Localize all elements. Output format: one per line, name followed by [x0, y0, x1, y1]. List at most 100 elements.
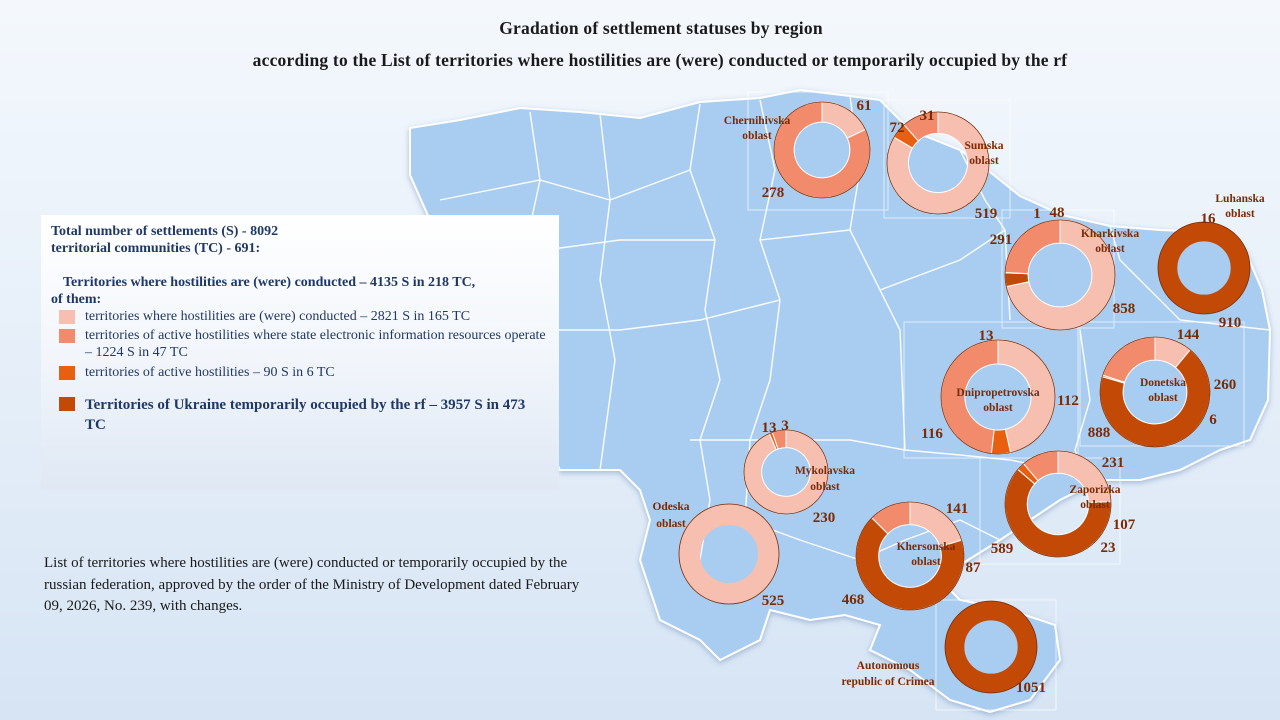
legend-item-active-label: territories of active hostilities – 90 S… — [85, 365, 335, 380]
donetska-oblast-value-label-0: 144 — [1177, 327, 1200, 343]
chernihivska-oblast-label-1: oblast — [742, 130, 772, 142]
region-donut-charts: Chernihivskaoblast61278Sumskaoblast31725… — [652, 98, 1264, 696]
luhanska-oblast-value-label-1: 910 — [1219, 315, 1242, 331]
zaporizka-oblast-value-label-3: 589 — [991, 541, 1014, 557]
kharkivska-oblast-label-1: oblast — [1095, 243, 1125, 255]
zaporizka-oblast-value-label-0: 231 — [1102, 455, 1125, 471]
zaporizka-oblast-outline — [1004, 450, 1112, 558]
luhanska-oblast-label-0: Luhanska — [1215, 193, 1264, 205]
khersonska-oblast-value-label-1: 87 — [966, 560, 982, 576]
kharkivska-oblast-outline — [1004, 219, 1116, 331]
chart-title-line-1: Gradation of settlement statuses by regi… — [499, 18, 823, 38]
kharkivska-oblast-value-label-1: 1 — [1033, 206, 1041, 222]
sumska-oblast-value-label-2: 519 — [975, 206, 998, 222]
luhanska-oblast-donut — [1157, 221, 1251, 315]
odeska-oblast-value-label-0: 525 — [762, 593, 785, 609]
kharkivska-oblast-donut — [1004, 219, 1116, 331]
zaporizka-oblast-donut — [1004, 450, 1112, 558]
donetska-oblast-outline — [1099, 336, 1211, 448]
dnipropetrovska-oblast-value-label-0: 13 — [979, 328, 994, 344]
sumska-oblast-outline — [886, 111, 990, 215]
sumska-oblast-value-label-1: 72 — [890, 120, 905, 136]
legend-item-conducted: territories where hostilities are (were)… — [51, 308, 549, 325]
sumska-oblast-donut — [886, 111, 990, 215]
mykolavska-oblast-donut — [743, 429, 829, 515]
dnipropetrovska-oblast-label-1: oblast — [983, 402, 1013, 414]
zaporizka-oblast-label-1: oblast — [1080, 499, 1110, 511]
donetska-oblast-value-label-1: 260 — [1214, 377, 1237, 393]
khersonska-oblast-outline — [855, 501, 965, 611]
khersonska-oblast-donut — [855, 501, 965, 611]
autonomous-republic-of-crimea-label-0: Autonomous — [857, 660, 920, 672]
kharkivska-oblast-value-label-0: 48 — [1050, 205, 1065, 221]
khersonska-oblast-value-label-2: 468 — [842, 592, 865, 608]
autonomous-republic-of-crimea-value-label-0: 1051 — [1016, 680, 1046, 696]
dnipropetrovska-oblast-donut — [940, 339, 1056, 455]
kharkivska-oblast-value-label-2: 291 — [990, 232, 1013, 248]
zaporizka-oblast-value-label-2: 23 — [1101, 540, 1116, 556]
odeska-oblast-label-0: Odeska — [652, 501, 689, 513]
chernihivska-oblast-value-label-0: 61 — [857, 98, 872, 114]
chart-title-line-2: according to the List of territories whe… — [252, 50, 1068, 70]
kharkivska-oblast-value-label-3: 858 — [1113, 301, 1136, 317]
mykolavska-oblast-value-label-2: 230 — [813, 510, 836, 526]
khersonska-oblast-value-label-0: 141 — [946, 501, 969, 517]
luhanska-oblast-slice-3 — [1158, 222, 1251, 315]
chernihivska-oblast-outline — [773, 101, 871, 199]
mykolavska-oblast-value-label-1: 3 — [781, 418, 789, 434]
luhanska-oblast-outline — [1157, 221, 1251, 315]
legend-swatch-occupied — [59, 397, 75, 411]
donetska-oblast-label-1: oblast — [1148, 392, 1178, 404]
khersonska-oblast-label-0: Khersonska — [897, 541, 956, 553]
mykolavska-oblast-label-1: oblast — [810, 481, 840, 493]
odeska-oblast-slice-0 — [679, 504, 779, 604]
autonomous-republic-of-crimea-donut — [944, 600, 1038, 694]
mykolavska-oblast-label-0: Mykolavska — [795, 465, 855, 477]
source-note: List of territories where hostilities ar… — [44, 555, 580, 614]
mykolavska-oblast-value-label-0: 13 — [762, 420, 777, 436]
sumska-oblast-value-label-0: 31 — [920, 108, 935, 124]
legend-swatch-active — [59, 366, 75, 380]
khersonska-oblast-label-1: oblast — [911, 556, 941, 568]
autonomous-republic-of-crimea-frame — [935, 599, 1057, 711]
zaporizka-oblast-label-0: Zaporizka — [1069, 484, 1120, 496]
kharkivska-oblast-label-0: Kharkivska — [1081, 228, 1139, 240]
legend-item-active-eir: territories of active hostilities where … — [51, 327, 549, 361]
autonomous-republic-of-crimea-outline — [944, 600, 1038, 694]
autonomous-republic-of-crimea-label-1: republic of Crimea — [841, 676, 934, 688]
odeska-oblast-label-1: oblast — [656, 518, 686, 530]
sumska-oblast-frame — [883, 99, 1011, 219]
autonomous-republic-of-crimea-slice-3 — [944, 600, 1037, 693]
legend-swatch-conducted — [59, 310, 75, 324]
legend-of-them: of them: — [51, 292, 102, 307]
dnipropetrovska-oblast-value-label-2: 116 — [921, 426, 943, 442]
odeska-oblast-donut — [678, 503, 780, 605]
dnipropetrovska-oblast-value-label-1: 112 — [1057, 393, 1079, 409]
chernihivska-oblast-label-0: Chernihivska — [724, 115, 791, 127]
legend-item-occupied: Territories of Ukraine temporarily occup… — [51, 395, 549, 435]
legend-swatch-active-eir — [59, 329, 75, 343]
donetska-oblast-value-label-2: 6 — [1209, 412, 1217, 428]
legend-panel: Total number of settlements (S) - 8092 t… — [41, 215, 559, 490]
donetska-oblast-label-0: Donetska — [1140, 377, 1186, 389]
legend-item-active-eir-label: territories of active hostilities where … — [85, 328, 546, 360]
legend-item-conducted-label: territories where hostilities are (were)… — [85, 309, 471, 324]
mykolavska-oblast-outline — [743, 429, 829, 515]
dnipropetrovska-oblast-outline — [940, 339, 1056, 455]
chernihivska-oblast-value-label-1: 278 — [762, 185, 785, 201]
legend-hostilities-header: Territories where hostilities are (were)… — [63, 275, 476, 290]
odeska-oblast-outline — [678, 503, 780, 605]
luhanska-oblast-label-1: oblast — [1225, 208, 1255, 220]
zaporizka-oblast-value-label-1: 107 — [1113, 517, 1136, 533]
sumska-oblast-label-1: oblast — [969, 155, 999, 167]
sumska-oblast-label-0: Sumska — [965, 140, 1004, 152]
legend-total-settlements: Total number of settlements (S) - 8092 — [51, 224, 279, 239]
donetska-oblast-donut — [1099, 336, 1211, 448]
legend-item-occupied-label: Territories of Ukraine temporarily occup… — [85, 397, 526, 433]
chernihivska-oblast-donut — [773, 101, 871, 199]
luhanska-oblast-value-label-0: 16 — [1201, 211, 1217, 227]
legend-item-active: territories of active hostilities – 90 S… — [51, 364, 549, 381]
dnipropetrovska-oblast-label-0: Dnipropetrovska — [956, 387, 1040, 399]
legend-total-communities: territorial communities (TC) - 691: — [51, 241, 261, 256]
